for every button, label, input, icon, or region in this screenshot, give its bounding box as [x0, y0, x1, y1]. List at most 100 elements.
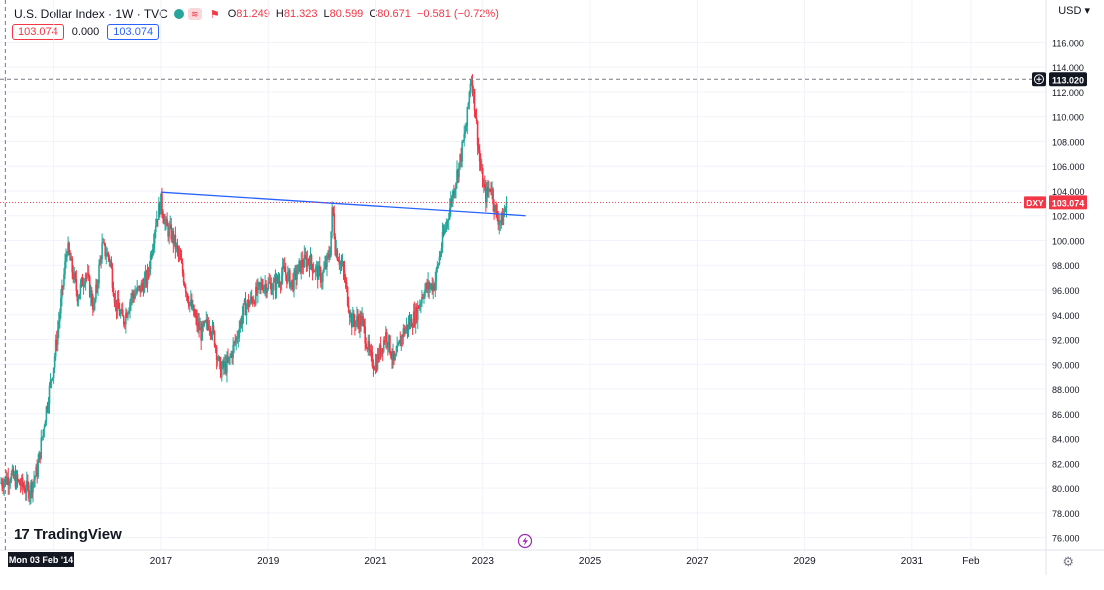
x-tick-label: 2023: [472, 556, 495, 567]
candle: [129, 299, 131, 319]
y-tick-label: 98.000: [1052, 261, 1080, 271]
candle: [447, 212, 450, 230]
data-feed-icon[interactable]: ≋: [187, 8, 202, 20]
candle: [205, 311, 208, 330]
candle-body: [430, 283, 432, 287]
candle-body: [345, 281, 348, 288]
candle: [361, 307, 363, 327]
candle: [94, 297, 96, 311]
candle: [248, 299, 251, 308]
candle-body: [389, 335, 391, 354]
candle-body: [474, 110, 477, 119]
market-status-icon[interactable]: [173, 9, 184, 19]
candle-body: [105, 255, 108, 257]
candle-body: [334, 236, 337, 255]
candle-body: [409, 318, 412, 326]
symbol-title[interactable]: U.S. Dollar Index · 1W · TVC: [14, 7, 168, 21]
candle: [3, 479, 5, 497]
candle-body: [215, 347, 218, 361]
candle-body: [155, 219, 158, 226]
flag-icon[interactable]: ⚑: [209, 8, 220, 21]
candle: [244, 292, 247, 316]
candle: [360, 311, 362, 332]
candle-body: [252, 301, 255, 304]
candle: [385, 326, 387, 349]
candle-body: [497, 218, 500, 225]
candle-body: [86, 273, 89, 276]
candle-body: [126, 312, 128, 318]
currency-selector[interactable]: USD ▾: [1058, 5, 1090, 17]
candle-body: [12, 468, 15, 478]
candle: [102, 237, 104, 244]
candle: [38, 450, 40, 463]
candle: [100, 255, 102, 269]
candle-body: [344, 279, 347, 282]
x-tick-label: 15: [48, 556, 60, 567]
candle-body: [314, 267, 317, 273]
candle-body: [426, 283, 428, 290]
candle: [50, 378, 53, 389]
candle: [122, 315, 125, 328]
candle-body: [376, 353, 379, 370]
candle-body: [108, 257, 111, 262]
candle: [325, 255, 327, 270]
candle-body: [477, 145, 480, 150]
candle: [180, 249, 183, 264]
candle-body: [469, 83, 472, 93]
candle-body: [158, 203, 160, 220]
candle-body: [372, 366, 375, 369]
candle: [228, 356, 230, 365]
candle-body: [407, 321, 410, 331]
candle-body: [428, 281, 430, 290]
candle: [6, 472, 9, 486]
candle: [494, 204, 496, 215]
candle: [155, 210, 158, 227]
event-lightning-icon[interactable]: [517, 533, 533, 549]
candle-body: [480, 168, 483, 170]
gear-icon[interactable]: ⚙: [1062, 554, 1074, 569]
candle-body: [457, 170, 459, 178]
candle: [432, 278, 435, 300]
indicator-value-2: 0.000: [71, 26, 100, 38]
candle-body: [283, 266, 286, 272]
candle: [85, 272, 88, 282]
candle: [484, 175, 486, 192]
indicator-value-1[interactable]: 103.074: [12, 24, 64, 40]
candle: [167, 222, 169, 242]
candle: [95, 278, 97, 303]
tradingview-logo[interactable]: 17 TradingView: [14, 526, 122, 543]
candle-body: [335, 249, 338, 255]
candle: [467, 101, 470, 110]
candle-body: [209, 328, 212, 334]
candle-body: [263, 286, 265, 291]
candle-body: [289, 270, 291, 288]
candle: [435, 266, 438, 291]
candle: [428, 280, 430, 300]
candle-body: [214, 346, 217, 348]
candle-body: [212, 325, 215, 332]
candle: [158, 196, 160, 220]
candle: [198, 313, 200, 338]
candle-body: [242, 303, 245, 316]
y-tick-label: 108.000: [1052, 137, 1085, 147]
candle: [169, 215, 172, 230]
candle-body: [429, 286, 431, 290]
candle: [394, 353, 396, 361]
candle: [235, 335, 238, 351]
candle: [183, 281, 186, 288]
candle: [327, 250, 329, 261]
candle-body: [386, 332, 388, 343]
candle-body: [147, 270, 150, 272]
candle-body: [266, 289, 268, 294]
candle-body: [239, 320, 242, 329]
candle: [402, 323, 405, 345]
candle-body: [467, 103, 470, 108]
candle: [196, 309, 198, 333]
plus-icon[interactable]: [1032, 72, 1046, 87]
indicator-value-3[interactable]: 103.074: [107, 24, 160, 40]
candle-body: [129, 302, 131, 311]
candle: [141, 278, 144, 292]
candle: [174, 226, 177, 259]
candle-body: [113, 295, 116, 303]
